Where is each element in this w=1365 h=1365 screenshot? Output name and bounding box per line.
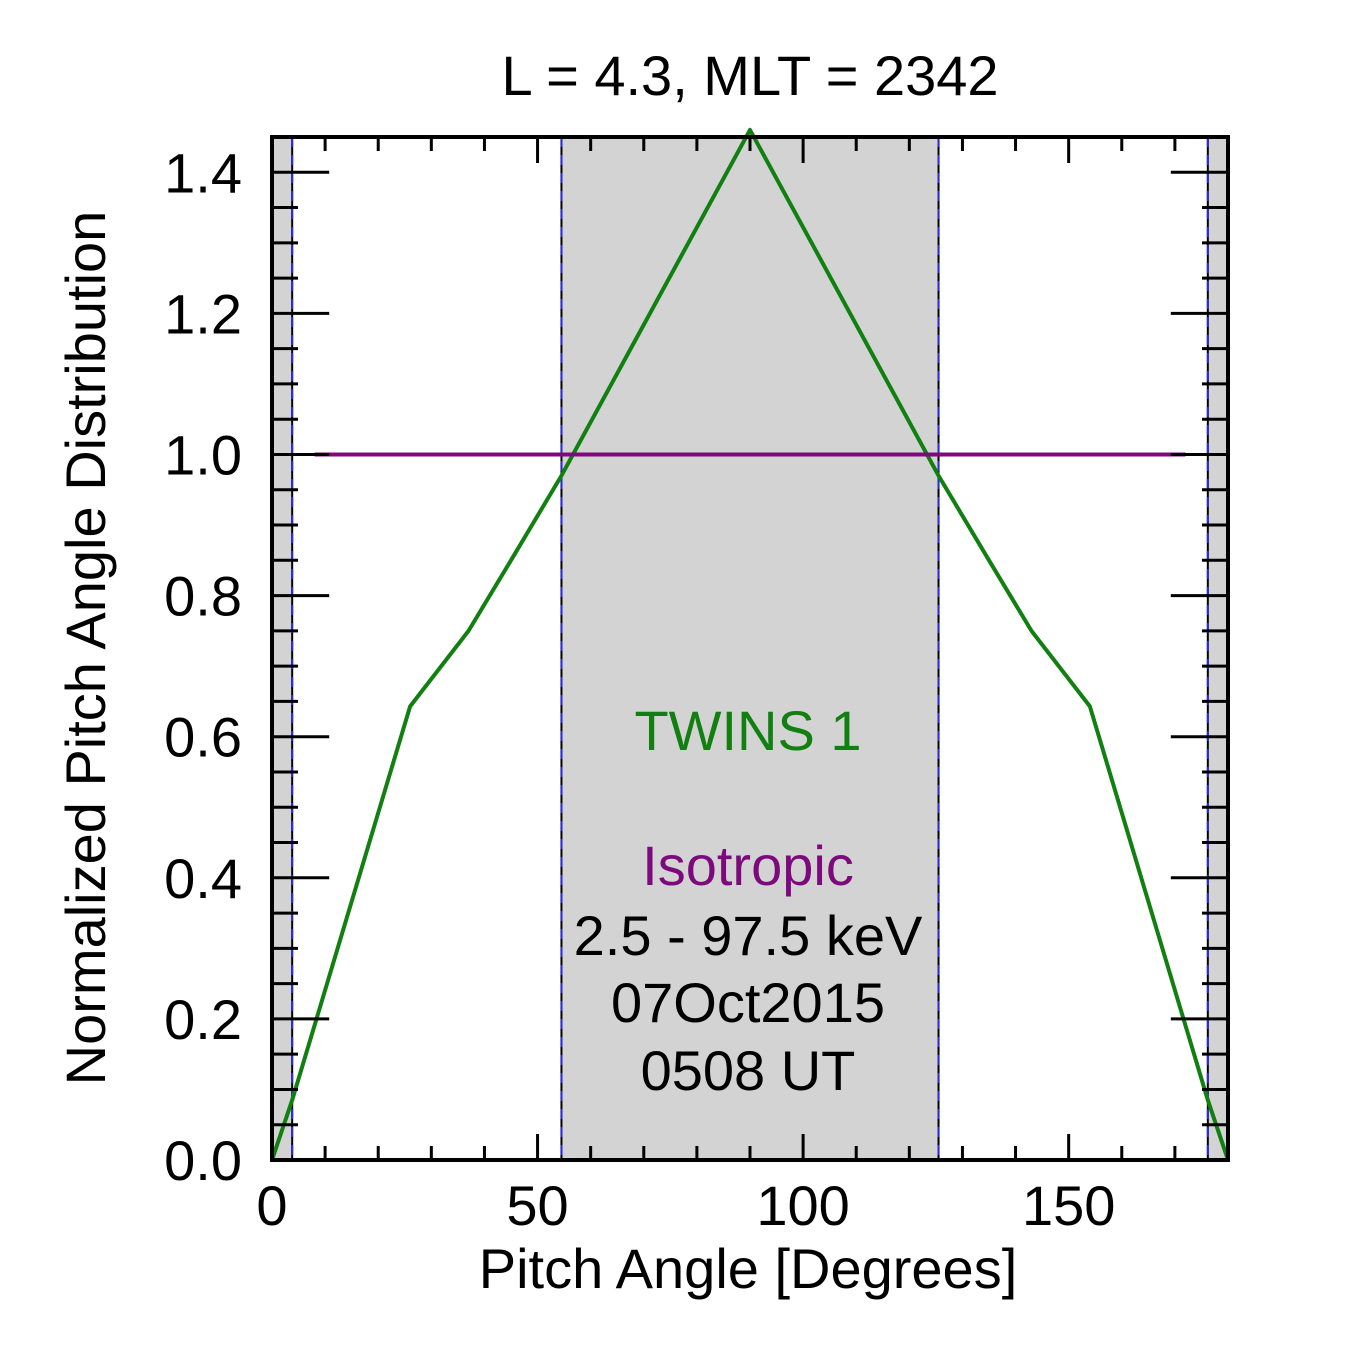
tick-labels: 0 50 100 150 0.0 0.2 0.4 0.6 0.8 1.0 1.2 1.4 [164,141,1115,1237]
y-tick-label: 0.2 [164,988,242,1051]
series-line-0 [270,127,1230,1161]
y-tick-label: 1.0 [164,423,242,486]
y-tick-label: 0.0 [164,1129,242,1192]
x-tick-label: 50 [506,1174,568,1237]
shaded-region-1 [561,137,939,1160]
shaded-regions [272,137,1228,1160]
y-tick-label: 0.4 [164,847,242,910]
annotation-twins-1: TWINS 1 [634,699,861,762]
annotation-time: 0508 UT [641,1039,856,1102]
y-axis-label: Normalized Pitch Angle Distribution [54,211,117,1086]
x-axis-label: Pitch Angle [Degrees] [479,1237,1018,1300]
x-tick-label: 100 [756,1174,849,1237]
shaded-region-2 [1207,137,1228,1160]
annotation-isotropic: Isotropic [642,834,854,897]
x-tick-label: 0 [256,1174,287,1237]
chart-title: L = 4.3, MLT = 2342 [501,44,998,107]
annotation-energy-range: 2.5 - 97.5 keV [574,904,923,967]
region-boundaries [291,137,1209,1160]
y-tick-label: 1.2 [164,282,242,345]
annotation-date: 07Oct2015 [611,971,885,1034]
plot-frame [270,135,1230,1162]
shaded-region-0 [272,137,293,1160]
y-tick-label: 1.4 [164,141,242,204]
x-tick-label: 150 [1022,1174,1115,1237]
y-tick-label: 0.6 [164,706,242,769]
y-tick-label: 0.8 [164,565,242,628]
